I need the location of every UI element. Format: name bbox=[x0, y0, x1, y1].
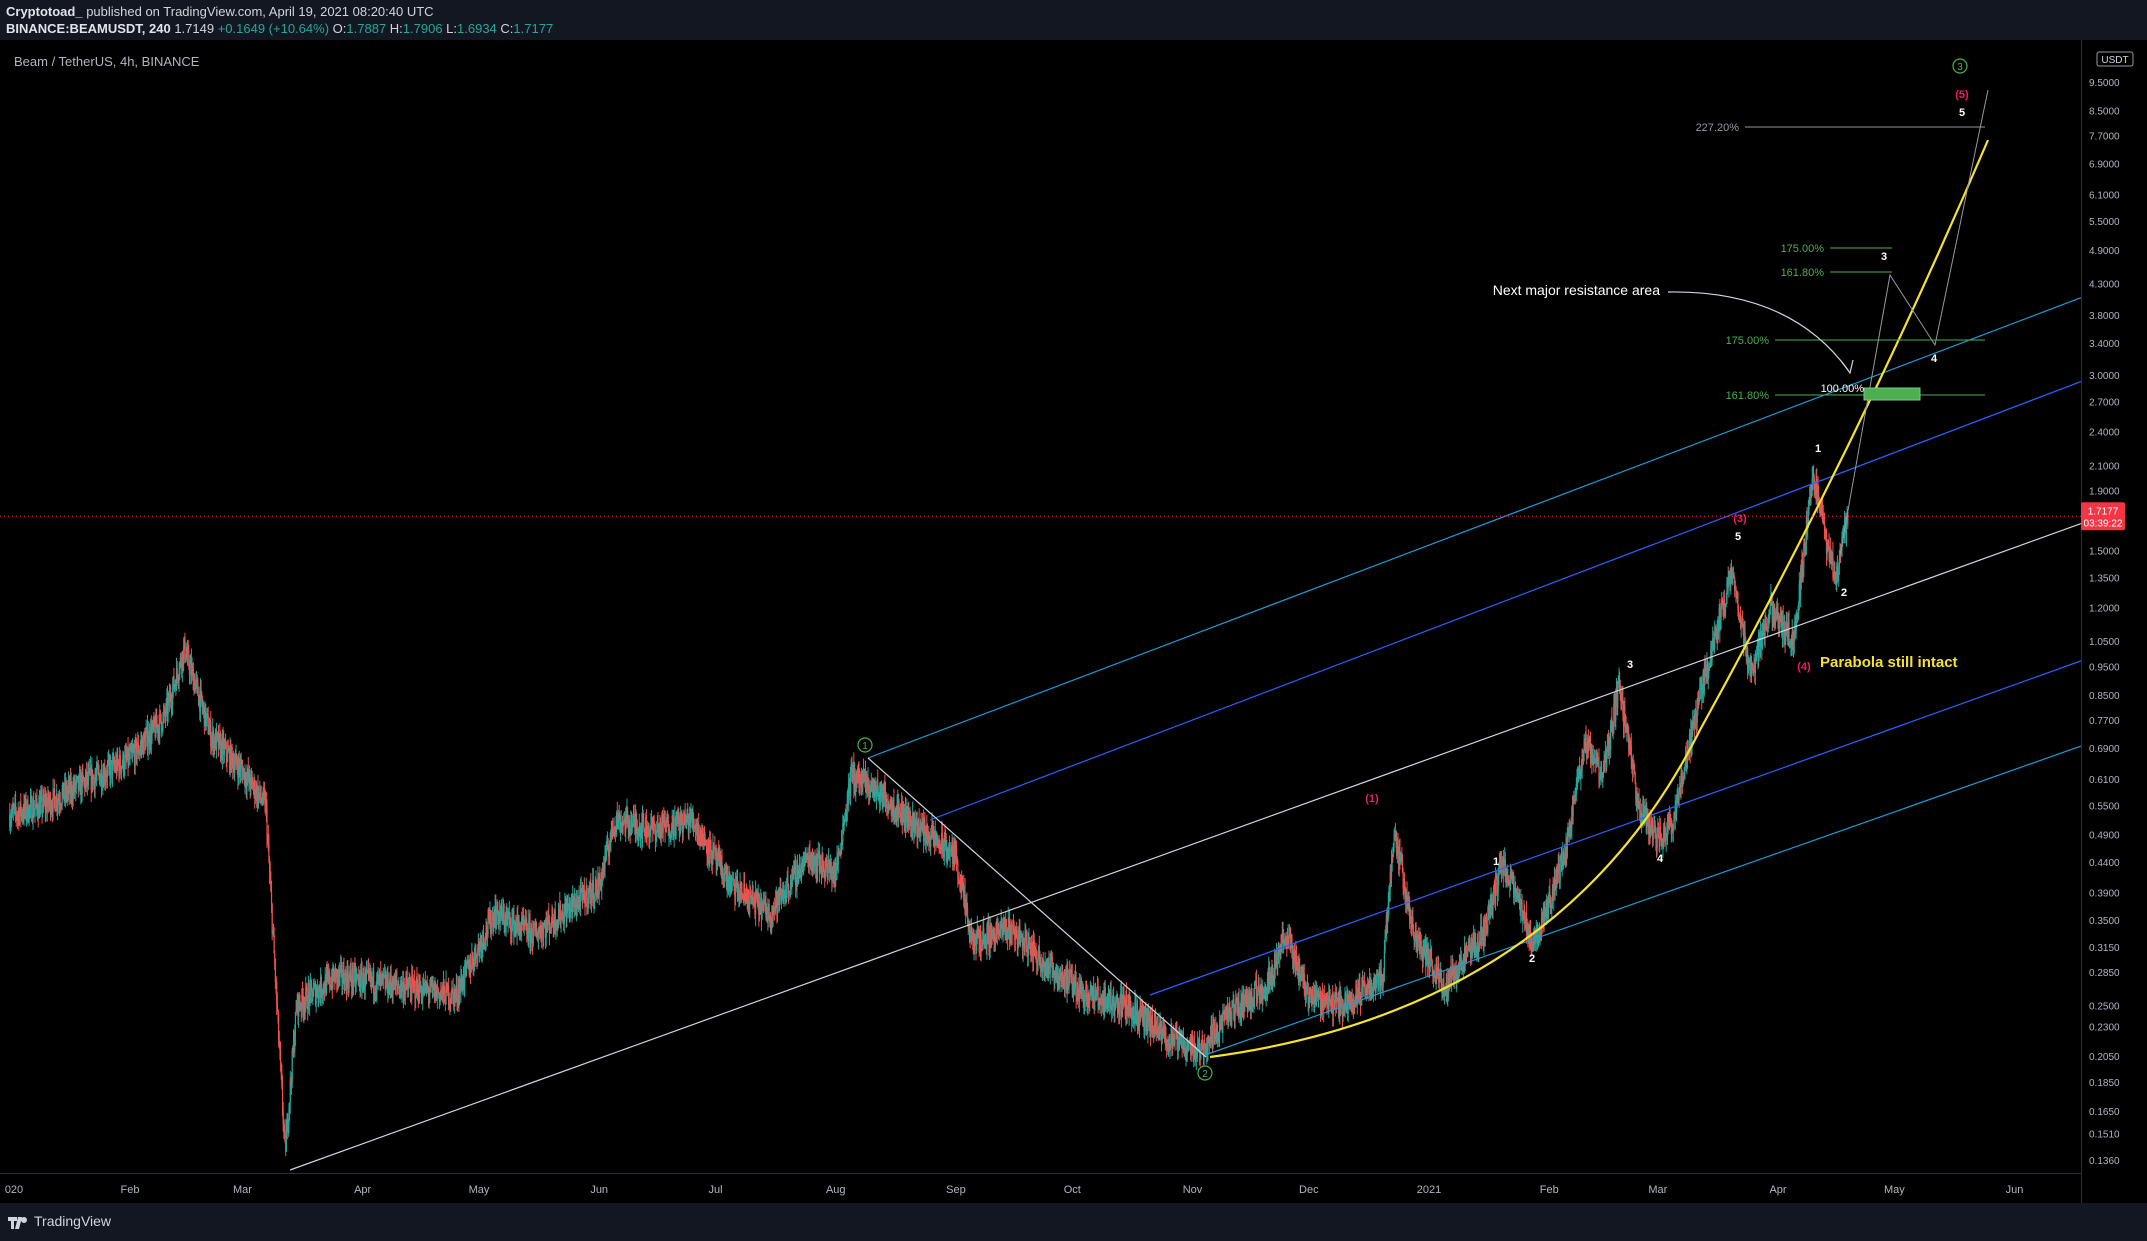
last-price-label: 1.7149 bbox=[174, 21, 215, 36]
ohlc-line: BINANCE:BEAMUSDT, 240 1.7149 +0.1649 (+1… bbox=[6, 21, 553, 36]
chart-header: Cryptotoad_ published on TradingView.com… bbox=[0, 0, 2147, 40]
low-value: 1.6934 bbox=[457, 21, 497, 36]
chart-plot-area[interactable] bbox=[0, 40, 2081, 1203]
change-label: +0.1649 (+10.64%) bbox=[217, 21, 330, 36]
open-value: 1.7887 bbox=[346, 21, 387, 36]
publish-line: Cryptotoad_ published on TradingView.com… bbox=[6, 4, 434, 19]
open-key: O: bbox=[332, 21, 347, 36]
high-key: H: bbox=[389, 21, 403, 36]
author-name[interactable]: Cryptotoad_ bbox=[6, 4, 83, 19]
brand-label: TradingView bbox=[34, 1213, 112, 1229]
published-info: published on TradingView.com, April 19, … bbox=[86, 4, 434, 19]
chart-title: Beam / TetherUS, 4h, BINANCE bbox=[14, 54, 200, 69]
close-key: C: bbox=[500, 21, 514, 36]
high-value: 1.7906 bbox=[402, 21, 443, 36]
time-axis[interactable] bbox=[0, 1173, 2081, 1204]
tradingview-icon bbox=[8, 1217, 27, 1230]
close-value: 1.7177 bbox=[513, 21, 554, 36]
footer-bar: TradingView bbox=[0, 1203, 2147, 1241]
low-key: L: bbox=[446, 21, 458, 36]
tradingview-logo[interactable]: TradingView bbox=[8, 1213, 112, 1230]
price-axis[interactable] bbox=[2081, 40, 2147, 1203]
symbol-label[interactable]: BINANCE:BEAMUSDT, 240 bbox=[6, 21, 171, 36]
